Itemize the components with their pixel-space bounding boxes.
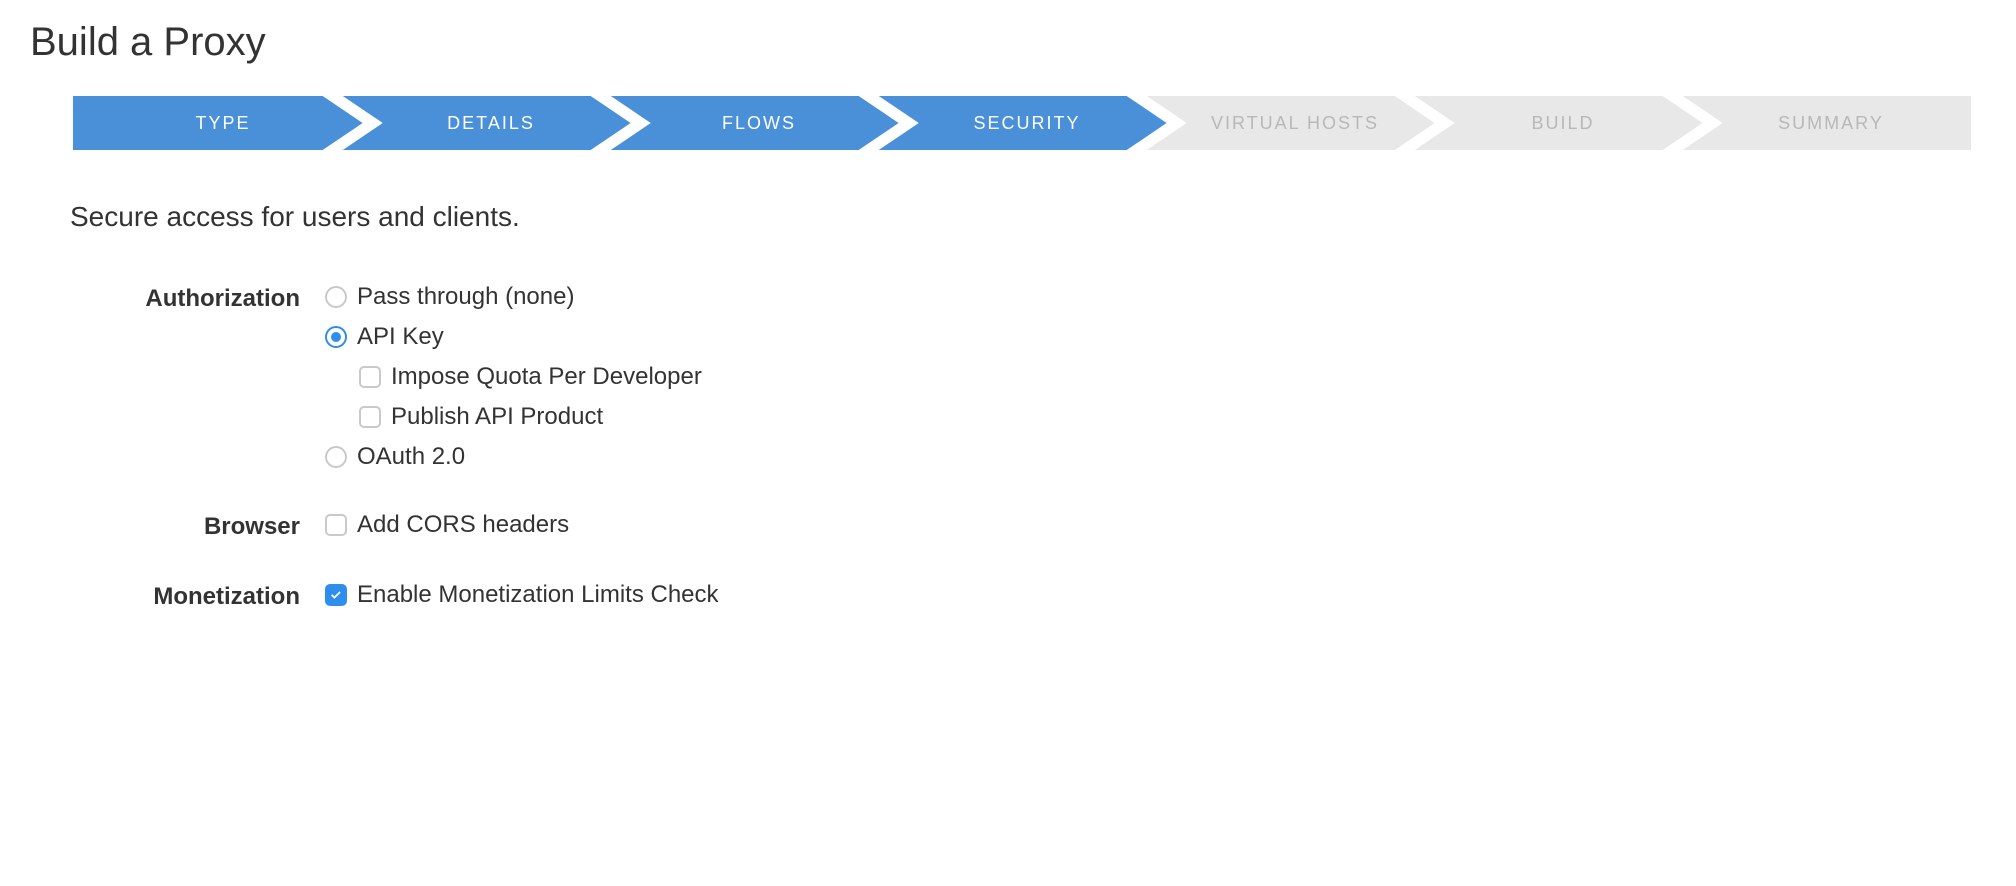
checkbox-cors[interactable] (325, 514, 347, 536)
option-label: Enable Monetization Limits Check (357, 581, 719, 609)
step-build[interactable]: BUILD (1410, 95, 1706, 151)
radio-oauth[interactable] (325, 446, 347, 468)
radio-pass-through[interactable] (325, 286, 347, 308)
page-description: Secure access for users and clients. (70, 201, 1946, 233)
check-icon (329, 588, 343, 602)
option-label: OAuth 2.0 (357, 443, 465, 471)
row-monetization: Monetization Enable Monetization Limits … (70, 581, 1986, 611)
step-label: DETAILS (437, 113, 535, 134)
step-summary[interactable]: SUMMARY (1678, 95, 1974, 151)
step-virtual-hosts[interactable]: VIRTUAL HOSTS (1142, 95, 1438, 151)
option-monetization-limits[interactable]: Enable Monetization Limits Check (325, 581, 719, 609)
step-security[interactable]: SECURITY (874, 95, 1170, 151)
label-browser: Browser (70, 511, 325, 541)
radio-api-key[interactable] (325, 326, 347, 348)
checkbox-monetization-limits[interactable] (325, 584, 347, 606)
step-label: TYPE (185, 113, 250, 134)
checkbox-publish-product[interactable] (359, 406, 381, 428)
step-label: BUILD (1521, 113, 1594, 134)
step-details[interactable]: DETAILS (338, 95, 634, 151)
row-authorization: Authorization Pass through (none) API Ke… (70, 283, 1986, 471)
label-authorization: Authorization (70, 283, 325, 313)
row-browser: Browser Add CORS headers (70, 511, 1986, 541)
step-label: SECURITY (963, 113, 1080, 134)
option-label: Pass through (none) (357, 283, 574, 311)
step-flows[interactable]: FLOWS (606, 95, 902, 151)
option-api-key[interactable]: API Key (325, 323, 702, 351)
option-label: Publish API Product (391, 403, 603, 431)
option-label: Add CORS headers (357, 511, 569, 539)
step-label: SUMMARY (1768, 113, 1884, 134)
step-label: FLOWS (712, 113, 796, 134)
checkbox-impose-quota[interactable] (359, 366, 381, 388)
option-pass-through[interactable]: Pass through (none) (325, 283, 702, 311)
suboption-publish-product[interactable]: Publish API Product (359, 403, 702, 431)
page-title: Build a Proxy (30, 20, 1986, 65)
option-cors[interactable]: Add CORS headers (325, 511, 569, 539)
label-monetization: Monetization (70, 581, 325, 611)
step-type[interactable]: TYPE (70, 95, 366, 151)
step-label: VIRTUAL HOSTS (1201, 113, 1379, 134)
option-label: API Key (357, 323, 444, 351)
option-oauth[interactable]: OAuth 2.0 (325, 443, 702, 471)
suboption-impose-quota[interactable]: Impose Quota Per Developer (359, 363, 702, 391)
wizard-steps: TYPE DETAILS FLOWS SECURITY VIRTUAL HOSTS BUI… (70, 95, 1946, 151)
option-label: Impose Quota Per Developer (391, 363, 702, 391)
